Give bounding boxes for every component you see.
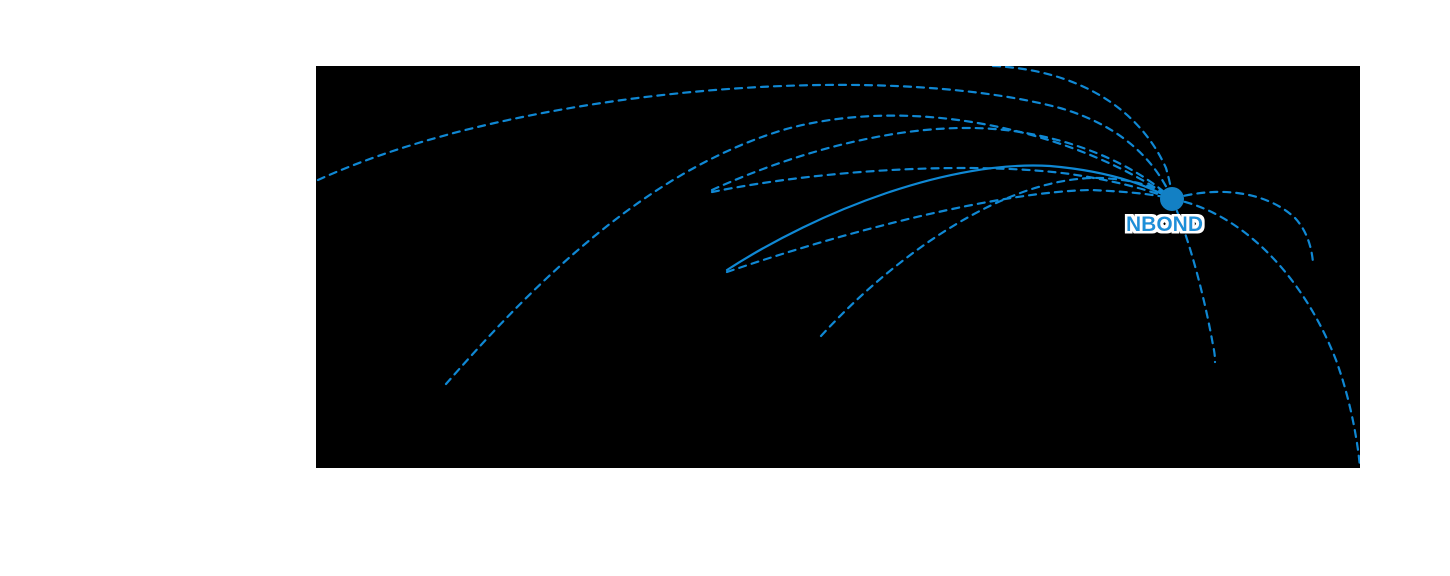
map-node-nbond[interactable] bbox=[1160, 187, 1184, 211]
map-edge bbox=[710, 126, 1174, 201]
map-edge bbox=[991, 66, 1174, 201]
map-edge bbox=[1170, 197, 1217, 364]
map-edge bbox=[1170, 190, 1315, 265]
map-edge bbox=[725, 188, 1174, 274]
map-node-label-nbond: NBOND bbox=[1126, 213, 1203, 236]
map-edge bbox=[316, 83, 1174, 201]
map-edge bbox=[725, 164, 1174, 272]
map-edge bbox=[819, 176, 1174, 338]
plot-background bbox=[316, 66, 1360, 468]
node-label-layer: NBOND bbox=[1126, 213, 1203, 236]
map-edge bbox=[710, 166, 1174, 201]
edge-layer bbox=[316, 66, 1360, 468]
map-edge bbox=[1170, 197, 1360, 468]
map-edge bbox=[444, 114, 1174, 386]
node-layer bbox=[1160, 187, 1184, 211]
